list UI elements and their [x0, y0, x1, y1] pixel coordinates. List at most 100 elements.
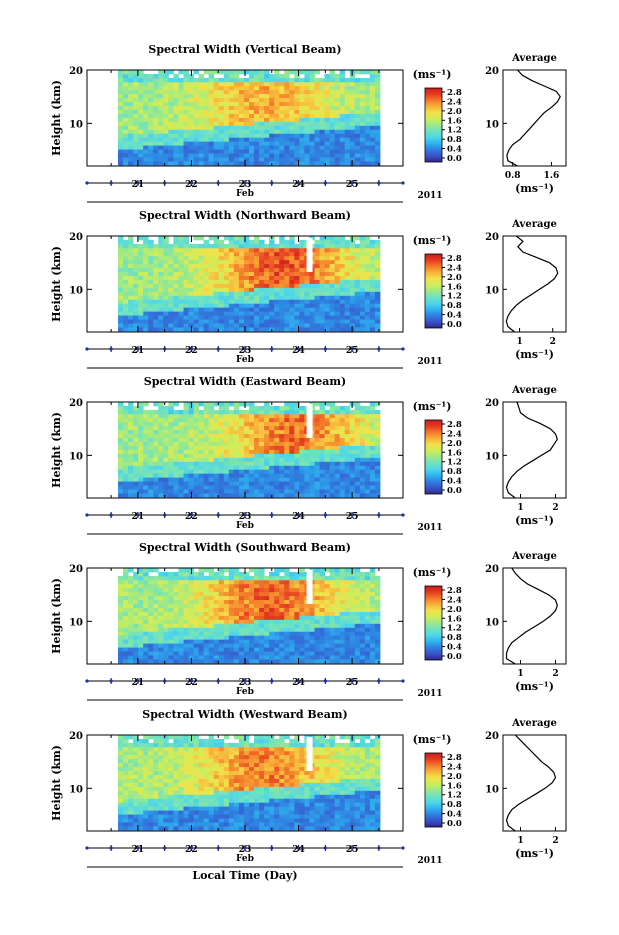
- heatmap-cell: [335, 121, 340, 125]
- heatmap-cell: [299, 252, 304, 256]
- heatmap-cell: [254, 236, 259, 240]
- heatmap-cell: [209, 90, 214, 94]
- heatmap-cell: [279, 145, 284, 149]
- heatmap-cell: [365, 137, 370, 141]
- heatmap-cell: [269, 133, 274, 137]
- heatmap-cell: [340, 272, 345, 276]
- heatmap-cell: [153, 580, 158, 584]
- heatmap-cell: [355, 315, 360, 319]
- heatmap-cell: [118, 102, 123, 106]
- heatmap-cell: [365, 264, 370, 268]
- heatmap-cell: [158, 90, 163, 94]
- heatmap-cell: [360, 133, 365, 137]
- heatmap-cell: [345, 434, 350, 438]
- heatmap-cell: [330, 600, 335, 604]
- heatmap-cell: [128, 311, 133, 315]
- heatmap-cell: [204, 604, 209, 608]
- heatmap-cell: [224, 78, 229, 82]
- heatmap-cell: [320, 106, 325, 110]
- heatmap-cell: [239, 450, 244, 454]
- heatmap-cell: [239, 604, 244, 608]
- heatmap-cell: [173, 619, 178, 623]
- heatmap-cell: [315, 465, 320, 469]
- heatmap-cell: [178, 643, 183, 647]
- heatmap-cell: [168, 418, 173, 422]
- heatmap-cell: [249, 414, 254, 418]
- heatmap-cell: [370, 94, 375, 98]
- heatmap-cell: [209, 438, 214, 442]
- heatmap-cell: [199, 414, 204, 418]
- heatmap-cell: [325, 446, 330, 450]
- heatmap-cell: [284, 619, 289, 623]
- heatmap-cell: [279, 596, 284, 600]
- data-gap: [307, 238, 313, 272]
- heatmap-cell: [279, 121, 284, 125]
- heatmap-cell: [158, 608, 163, 612]
- heatmap-cell: [184, 137, 189, 141]
- heatmap-cell: [370, 287, 375, 291]
- heatmap-cell: [224, 272, 229, 276]
- heatmap-cell: [229, 414, 234, 418]
- heatmap-cell: [335, 568, 340, 572]
- heatmap-cell: [128, 446, 133, 450]
- heatmap-cell: [184, 631, 189, 635]
- heatmap-cell: [148, 450, 153, 454]
- heatmap-cell: [224, 129, 229, 133]
- heatmap-cell: [239, 422, 244, 426]
- heatmap-cell: [118, 291, 123, 295]
- heatmap-cell: [138, 315, 143, 319]
- heatmap-cell: [199, 74, 204, 78]
- heatmap-cell: [284, 643, 289, 647]
- heatmap-cell: [224, 276, 229, 280]
- heatmap-cell: [254, 98, 259, 102]
- heatmap-cell: [264, 434, 269, 438]
- heatmap-cell: [304, 137, 309, 141]
- heatmap-cell: [279, 481, 284, 485]
- heatmap-cell: [309, 295, 314, 299]
- heatmap-cell: [118, 446, 123, 450]
- heatmap-cell: [118, 489, 123, 493]
- heatmap-cell: [229, 299, 234, 303]
- heatmap-cell: [264, 86, 269, 90]
- heatmap-cell: [143, 410, 148, 414]
- heatmap-cell: [299, 264, 304, 268]
- heatmap-cell: [209, 129, 214, 133]
- heatmap-cell: [128, 248, 133, 252]
- heatmap-cell: [274, 315, 279, 319]
- heatmap-cell: [184, 315, 189, 319]
- heatmap-cell: [158, 94, 163, 98]
- heatmap-cell: [284, 580, 289, 584]
- heatmap-cell: [274, 588, 279, 592]
- heatmap-cell: [249, 307, 254, 311]
- heatmap-cell: [138, 481, 143, 485]
- heatmap-cell: [340, 161, 345, 165]
- heatmap-cell: [199, 284, 204, 288]
- heatmap-cell: [350, 481, 355, 485]
- heatmap-cell: [375, 493, 380, 497]
- heatmap-cell: [229, 280, 234, 284]
- heatmap-cell: [163, 651, 168, 655]
- heatmap-cell: [229, 287, 234, 291]
- heatmap-cell: [153, 457, 158, 461]
- heatmap-cell: [264, 129, 269, 133]
- heatmap-cell: [335, 572, 340, 576]
- heatmap-cell: [279, 129, 284, 133]
- heatmap-cell: [365, 406, 370, 410]
- heatmap-cell: [209, 272, 214, 276]
- heatmap-cell: [153, 145, 158, 149]
- heatmap-cell: [269, 446, 274, 450]
- heatmap-cell: [168, 82, 173, 86]
- heatmap-cell: [330, 82, 335, 86]
- heatmap-cell: [269, 612, 274, 616]
- heatmap-cell: [133, 438, 138, 442]
- heatmap-cell: [274, 74, 279, 78]
- heatmap-cell: [143, 453, 148, 457]
- heatmap-cell: [199, 78, 204, 82]
- heatmap-cell: [254, 118, 259, 122]
- heatmap-cell: [350, 307, 355, 311]
- heatmap-cell: [254, 252, 259, 256]
- heatmap-cell: [350, 125, 355, 129]
- heatmap-cell: [148, 446, 153, 450]
- heatmap-cell: [168, 616, 173, 620]
- heatmap-cell: [375, 86, 380, 90]
